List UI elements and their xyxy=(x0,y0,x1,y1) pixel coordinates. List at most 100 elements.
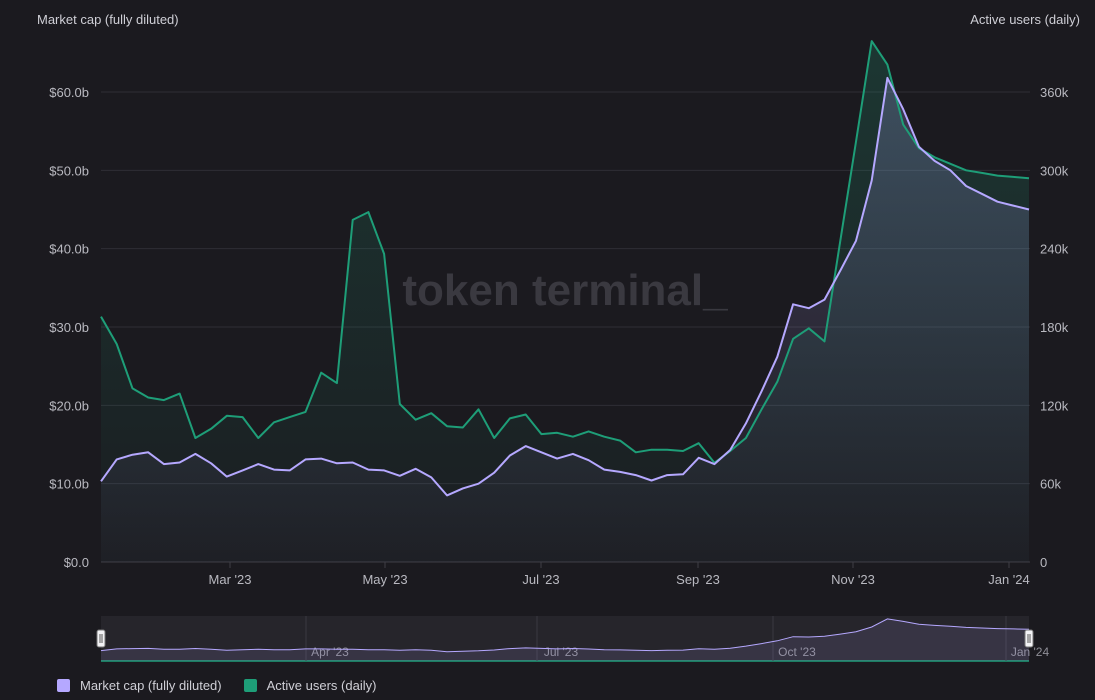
market-cap-point xyxy=(258,463,260,465)
market-cap-point xyxy=(210,463,212,465)
market-cap-point xyxy=(887,77,889,79)
active-users-point xyxy=(147,397,149,399)
market-cap-point xyxy=(1028,209,1030,211)
y-left-tick-label: $40.0b xyxy=(49,242,89,257)
active-users-swatch xyxy=(243,679,257,692)
market-cap-point xyxy=(509,455,511,457)
y-right-tick-label: 300k xyxy=(1040,163,1069,178)
active-users-point xyxy=(1013,176,1015,178)
active-users-point xyxy=(887,64,889,66)
market-cap-point xyxy=(981,193,983,195)
active-users-point xyxy=(556,432,558,434)
active-users-point xyxy=(383,253,385,255)
active-users-point xyxy=(289,416,291,418)
navigator-label: Jan '24 xyxy=(1011,645,1050,659)
active-users-point xyxy=(478,409,480,411)
market-cap-swatch xyxy=(57,679,70,692)
legend-item-market-cap[interactable]: Market cap (fully diluted) xyxy=(57,678,222,693)
market-cap-point xyxy=(399,475,401,477)
market-cap-point xyxy=(352,462,354,464)
market-cap-point xyxy=(163,463,165,465)
active-users-point xyxy=(226,415,228,417)
market-cap-point xyxy=(824,299,826,301)
legend: Market cap (fully diluted) Active users … xyxy=(57,678,376,693)
market-cap-line[interactable] xyxy=(100,76,1030,497)
active-users-point xyxy=(336,382,338,384)
market-cap-point xyxy=(493,472,495,474)
y-right-tick-label: 60k xyxy=(1040,477,1061,492)
market-cap-point xyxy=(478,483,480,485)
y-left-tick-label: $20.0b xyxy=(49,398,89,413)
market-cap-area xyxy=(101,77,1029,563)
market-cap-point xyxy=(525,445,527,447)
active-users-point xyxy=(210,428,212,430)
market-cap-point xyxy=(808,307,810,309)
active-users-point xyxy=(792,338,794,340)
active-users-point xyxy=(305,411,307,413)
legend-item-active-users[interactable]: Active users (daily) xyxy=(243,678,376,693)
market-cap-point xyxy=(666,474,668,476)
active-users-point xyxy=(855,141,857,143)
market-cap-point xyxy=(132,454,134,456)
market-cap-point xyxy=(855,240,857,242)
y-right-tick-label: 180k xyxy=(1040,320,1069,335)
navigator-line xyxy=(100,618,1030,653)
market-cap-point xyxy=(729,449,731,451)
market-cap-point xyxy=(305,459,307,461)
active-users-point xyxy=(808,328,810,330)
left-axis-title: Market cap (fully diluted) xyxy=(37,12,179,27)
active-users-point xyxy=(320,372,322,374)
x-tick-label: Jul '23 xyxy=(522,572,559,587)
active-users-point xyxy=(431,412,433,414)
y-left-tick-label: $50.0b xyxy=(49,163,89,178)
navigator-background xyxy=(101,616,1029,661)
active-users-point xyxy=(195,437,197,439)
active-users-point xyxy=(273,422,275,424)
active-users-point xyxy=(934,157,936,159)
market-cap-point xyxy=(840,270,842,272)
market-cap-point xyxy=(588,459,590,461)
market-cap-point xyxy=(147,452,149,454)
market-cap-point xyxy=(871,180,873,182)
active-users-point xyxy=(572,436,574,438)
market-cap-point xyxy=(950,170,952,172)
market-cap-point xyxy=(934,160,936,162)
market-cap-point xyxy=(446,495,448,497)
navigator-right-handle[interactable] xyxy=(1024,629,1034,648)
market-cap-point xyxy=(792,304,794,306)
active-users-point xyxy=(493,437,495,439)
active-users-point xyxy=(950,163,952,165)
active-users-line[interactable] xyxy=(100,40,1030,464)
market-cap-point xyxy=(761,390,763,392)
active-users-point xyxy=(462,427,464,429)
market-cap-point xyxy=(242,470,244,472)
market-cap-point xyxy=(572,453,574,455)
active-users-point xyxy=(619,440,621,442)
market-cap-point xyxy=(604,469,606,471)
active-users-point xyxy=(100,316,102,318)
market-cap-point xyxy=(100,481,102,483)
market-cap-point xyxy=(289,470,291,472)
x-tick-label: Mar '23 xyxy=(209,572,252,587)
market-cap-point xyxy=(415,468,417,470)
active-users-point xyxy=(698,442,700,444)
active-users-point xyxy=(682,450,684,452)
y-left-tick-label: $60.0b xyxy=(49,85,89,100)
active-users-point xyxy=(368,211,370,213)
market-cap-point xyxy=(336,463,338,465)
active-users-point xyxy=(132,388,134,390)
y-right-tick-label: 0 xyxy=(1040,555,1047,570)
active-users-point xyxy=(116,343,118,345)
navigator-left-handle[interactable] xyxy=(96,629,106,648)
market-cap-point xyxy=(195,453,197,455)
market-cap-point xyxy=(368,469,370,471)
market-cap-point xyxy=(179,462,181,464)
active-users-point xyxy=(761,409,763,411)
active-users-point xyxy=(871,40,873,42)
market-cap-point xyxy=(619,471,621,473)
active-users-point xyxy=(777,381,779,383)
active-users-point xyxy=(525,414,527,416)
active-users-point xyxy=(415,419,417,421)
active-users-point xyxy=(745,437,747,439)
